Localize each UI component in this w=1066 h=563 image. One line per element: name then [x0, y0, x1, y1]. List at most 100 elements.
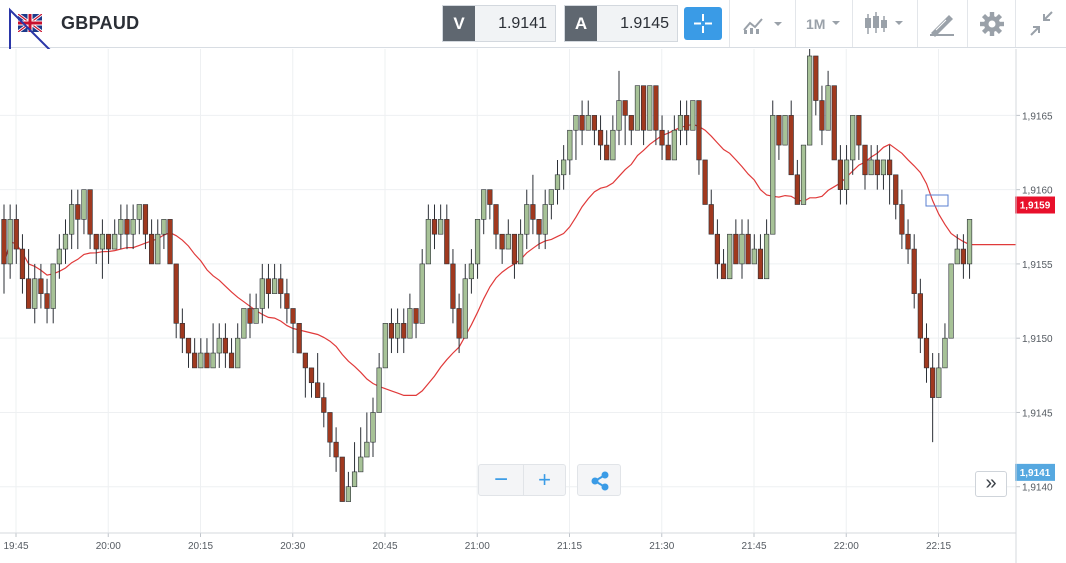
candle	[444, 204, 450, 265]
candle	[69, 189, 75, 250]
candle-body	[296, 323, 302, 354]
instrument-symbol[interactable]: GBPAUD	[61, 13, 140, 33]
candle	[868, 145, 874, 176]
candle	[44, 278, 50, 324]
candlestick-dropdown[interactable]	[852, 0, 917, 47]
chevron-down-icon	[832, 21, 840, 25]
scroll-to-latest-button[interactable]: »	[975, 471, 1007, 497]
candle	[413, 308, 419, 339]
candle	[640, 85, 647, 146]
candle-body	[198, 352, 204, 369]
crosshair-button[interactable]	[684, 7, 722, 40]
candle	[751, 234, 757, 265]
zoom-out-button[interactable]: −	[493, 466, 508, 493]
candle	[905, 219, 911, 264]
candle-body	[118, 219, 124, 235]
candle	[339, 456, 345, 502]
candle	[278, 263, 284, 309]
candle	[819, 85, 825, 146]
candle-body	[837, 159, 843, 190]
candle	[81, 189, 87, 235]
x-tick-label: 20:45	[372, 541, 397, 552]
candle	[524, 189, 530, 250]
settings-button[interactable]	[967, 0, 1015, 47]
candle-body	[714, 233, 720, 265]
candle-body	[493, 204, 499, 235]
candle	[733, 219, 739, 265]
candle-body	[456, 308, 462, 339]
candle-body	[481, 189, 487, 220]
candle	[825, 70, 831, 131]
candle	[591, 115, 597, 146]
candle	[727, 233, 733, 280]
candle	[782, 115, 788, 146]
candle-body	[782, 115, 788, 146]
candle	[899, 189, 905, 250]
candle-body	[216, 337, 222, 354]
x-tick-label: 20:30	[280, 541, 305, 552]
candle-body	[13, 219, 19, 250]
candle	[542, 189, 548, 250]
candle-body	[308, 367, 315, 384]
bid-quote[interactable]: V 1.9141	[442, 5, 556, 42]
candle-body	[438, 219, 444, 235]
candle	[954, 234, 960, 265]
candle-body	[776, 115, 782, 146]
zoom-in-button[interactable]: +	[523, 465, 565, 495]
candle-body	[739, 233, 745, 265]
candle-body	[813, 55, 819, 101]
y-tick-label: 1,9165	[1022, 111, 1053, 122]
bid-label: V	[443, 6, 475, 41]
candle	[585, 100, 591, 131]
selected-candle-marker	[925, 194, 949, 207]
candle	[308, 367, 315, 398]
candle	[247, 293, 253, 339]
ask-value: 1.9145	[620, 15, 669, 32]
share-icon	[591, 471, 609, 491]
candle-body	[567, 129, 573, 161]
candle	[720, 249, 727, 280]
candle	[843, 145, 850, 205]
candle-body	[745, 233, 751, 265]
candle	[7, 204, 13, 279]
x-tick-label: 22:15	[926, 541, 951, 552]
candle	[690, 100, 696, 131]
candle-body	[388, 323, 395, 339]
candle-body	[597, 129, 604, 146]
toolbar: GBPAUD V 1.9141 A 1.9145 1M	[0, 0, 1066, 48]
candle-body	[561, 159, 567, 176]
drawing-tool-button[interactable]	[917, 0, 967, 47]
y-tick-label: 1,9160	[1022, 186, 1053, 197]
candle	[665, 130, 671, 161]
candle	[573, 115, 579, 160]
candle	[56, 234, 62, 279]
candle	[536, 219, 542, 250]
gear-icon	[980, 12, 1004, 36]
candle-body	[185, 337, 192, 354]
candle-body	[794, 174, 800, 205]
ask-quote[interactable]: A 1.9145	[564, 5, 678, 42]
candle	[167, 219, 173, 265]
candle	[173, 263, 179, 339]
candle-body	[930, 367, 936, 398]
candle-body	[228, 352, 235, 369]
candle	[966, 219, 973, 279]
chart-type-dropdown[interactable]	[729, 0, 795, 47]
candle	[499, 233, 505, 264]
candle-body	[487, 189, 493, 205]
candle-body	[647, 85, 653, 131]
candle	[831, 85, 837, 161]
gbp-aud-flag-icon	[18, 14, 42, 32]
candle	[628, 115, 634, 146]
candle-body	[751, 248, 757, 265]
candle-body	[536, 219, 542, 235]
candle	[511, 233, 518, 279]
share-button[interactable]	[577, 464, 621, 496]
candle-body	[665, 144, 671, 161]
x-tick-label: 22:00	[834, 541, 859, 552]
candle	[401, 308, 407, 354]
x-tick-label: 20:00	[96, 541, 121, 552]
timeframe-dropdown[interactable]: 1M	[795, 0, 852, 47]
pencil-icon	[930, 15, 954, 37]
minimize-button[interactable]	[1015, 0, 1066, 47]
